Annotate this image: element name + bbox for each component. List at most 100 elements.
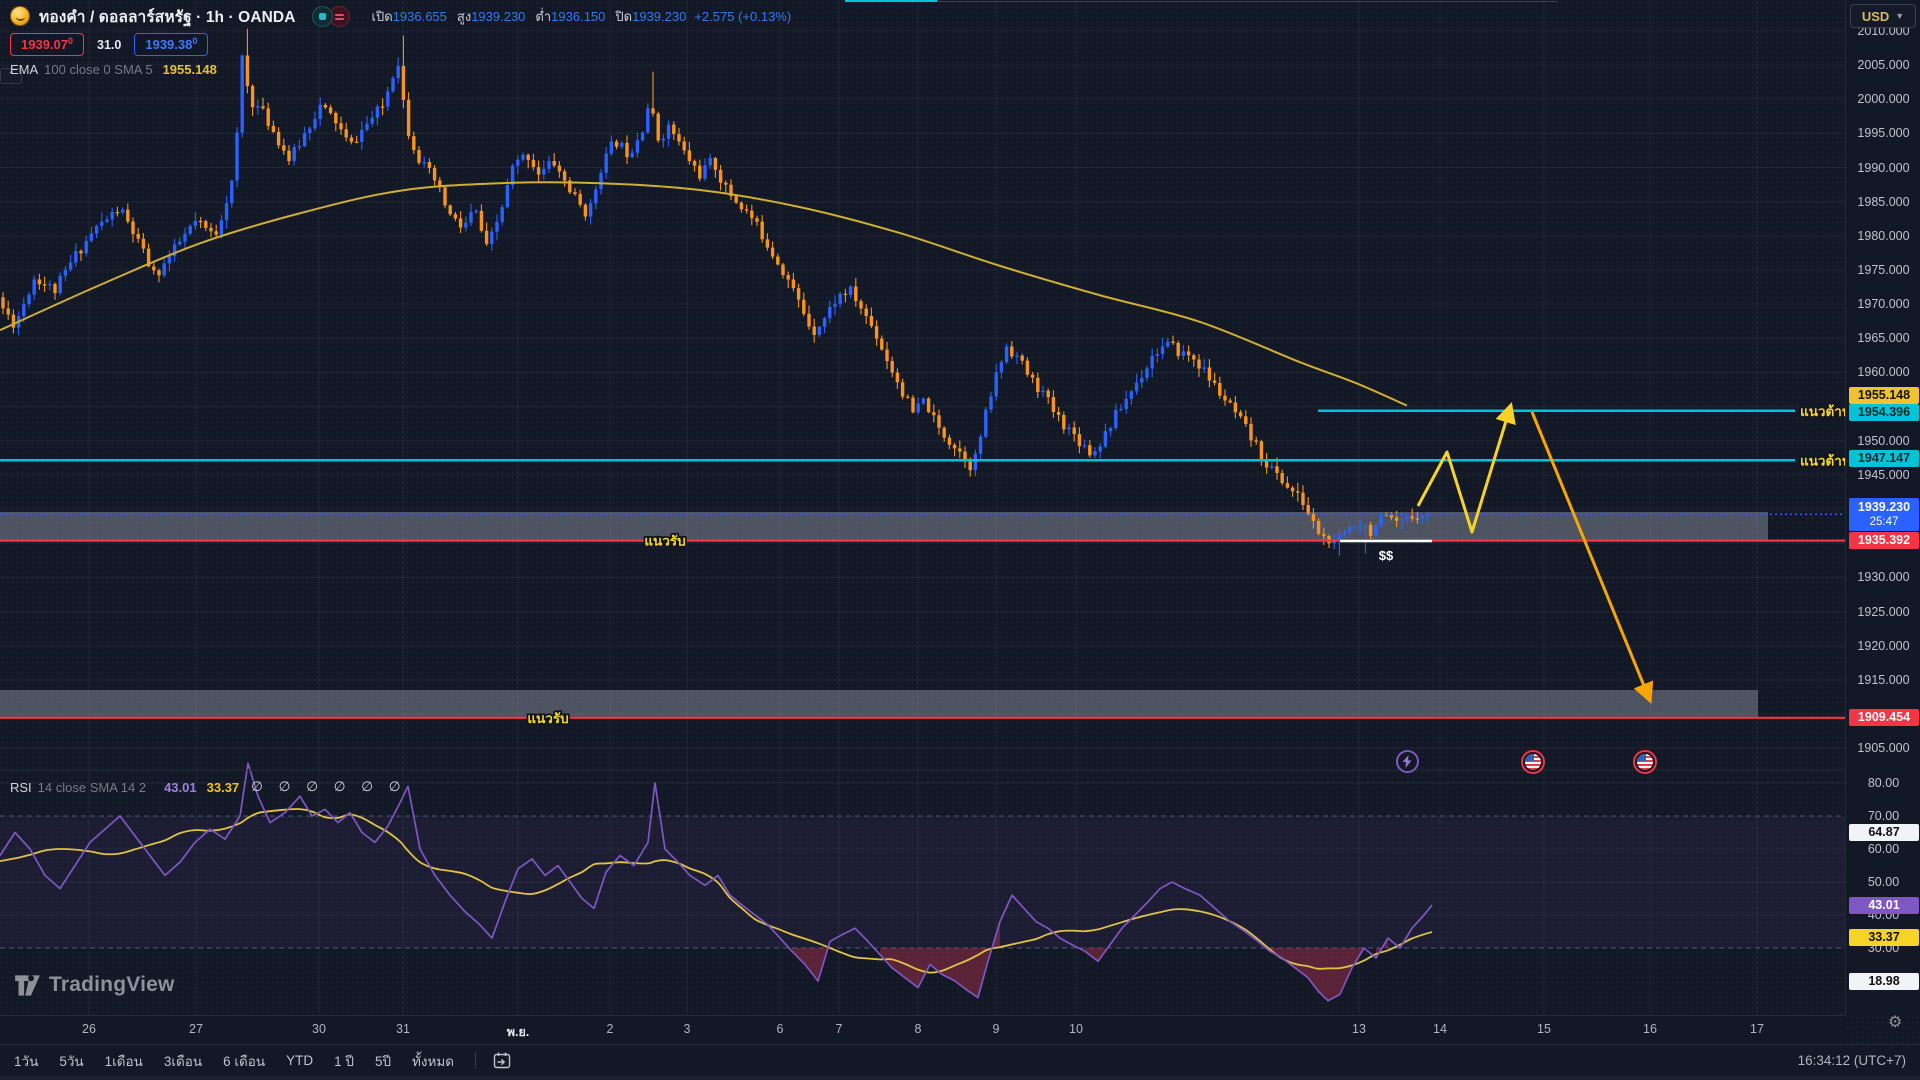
ohlc-close-value: 1939.230 [632,8,687,24]
axis-price-label: 1990.000 [1857,161,1910,175]
axis-price-label: 80.00 [1867,776,1900,790]
rsi-value: 43.01 [164,779,197,795]
axis-price-label: 1935.392 [1849,532,1919,549]
gold-coin-icon [10,6,30,26]
go-to-date-icon[interactable] [492,1051,512,1071]
axis-price-label: 1975.000 [1857,263,1910,277]
axis-price-label: 50.00 [1867,875,1900,889]
time-axis-label: 15 [1537,1022,1551,1036]
time-axis-label: 13 [1352,1022,1366,1036]
axis-price-label: 60.00 [1867,842,1900,856]
axis-price-label: 1930.000 [1857,570,1910,584]
axis-price-label: 1950.000 [1857,434,1910,448]
range-button-4[interactable]: 3เดือน [163,1053,203,1069]
time-axis-label: พ.ย. [506,1025,530,1039]
rsi-empty-values: ∅ ∅ ∅ ∅ ∅ ∅ [251,779,407,794]
range-button-1[interactable]: 1วัน [14,1053,39,1069]
rsi-indicator-row[interactable]: RSI 14 close SMA 14 2 43.01 33.37 ∅ ∅ ∅ … [10,779,406,795]
ohlc-low-label: ต่ำ [535,8,552,24]
time-axis[interactable]: 26 27 30 31 พ.ย. 2 3 6 7 8 9 10 13 14 15 16 17 [0,1015,1845,1044]
lightning-event-icon[interactable] [1396,750,1419,773]
buy-button[interactable]: 1939.38 0 [134,33,209,56]
range-button-6[interactable]: YTD [286,1053,314,1068]
time-axis-label: 16 [1643,1022,1657,1036]
currency-label: USD [1861,8,1890,24]
axis-price-label: 18.98 [1849,973,1919,990]
time-axis-label: 10 [1069,1022,1083,1036]
watermark-text: TradingView [49,973,175,996]
axis-price-label: 1909.454 [1849,709,1919,726]
axis-price-label: 70.00 [1867,809,1900,823]
time-axis-label: 9 [992,1022,1000,1036]
range-button-2[interactable]: 5วัน [59,1053,84,1069]
time-axis-label: 26 [82,1022,96,1036]
time-axis-label: 7 [835,1022,843,1036]
price-axis[interactable]: 2010.000 2005.000 2000.000 1995.000 1990.000… [1845,0,1920,1031]
range-button-8[interactable]: 5ปี [374,1053,392,1069]
svg-text:แนวรับ: แนวรับ [527,711,568,726]
buy-price-sup: 0 [192,36,198,46]
currency-selector[interactable]: USD ▼ [1850,4,1916,28]
range-button-7[interactable]: 1 ปี [334,1053,354,1069]
ohlc-low-value: 1936.150 [551,8,606,24]
axis-price-label: 1960.000 [1857,365,1910,379]
axis-price-label: 1995.000 [1857,126,1910,140]
axis-price-label: 1980.000 [1857,229,1910,243]
clock-timezone[interactable]: 16:34:12 (UTC+7) [1797,1053,1906,1068]
ohlc-open-label: เปิด [371,8,393,24]
us-flag [1637,754,1653,770]
axis-price-label: 33.37 [1849,929,1919,946]
time-axis-label: 8 [914,1022,922,1036]
svg-text:$$: $$ [1379,548,1394,563]
range-button-9[interactable]: ทั้งหมด [412,1053,455,1069]
time-axis-label: 14 [1433,1022,1447,1036]
axis-price-label: 1970.000 [1857,297,1910,311]
sell-price: 1939.07 [21,37,68,52]
sell-button[interactable]: 1939.07 0 [10,33,85,56]
us-flag [1525,754,1541,770]
top-progress-strip-rest [937,1,1557,2]
time-axis-label: 27 [189,1022,203,1036]
axis-price-label: 1985.000 [1857,195,1910,209]
axis-price-label: 2000.000 [1857,92,1910,106]
svg-text:แนวต้าน: แนวต้าน [1800,404,1845,419]
axis-price-label: 43.01 [1849,897,1919,914]
time-axis-label: 2 [606,1022,614,1036]
bottom-edge-strip [0,1076,1920,1080]
us-flag-event-icon[interactable] [1521,750,1545,774]
time-axis-label: 31 [396,1022,410,1036]
axis-price-label: 1920.000 [1857,639,1910,653]
axis-price-label: 1925.000 [1857,605,1910,619]
ema-params: 100 close 0 SMA 5 [44,62,153,77]
top-progress-strip [845,0,937,2]
sell-price-sup: 0 [68,36,74,46]
ema-name: EMA [10,62,39,77]
us-flag-event-icon[interactable] [1633,750,1657,774]
axis-settings-gear-icon[interactable]: ⚙ [1888,1014,1903,1031]
ema-value: 1955.148 [162,62,217,77]
ohlc-open-value: 1936.655 [392,8,447,24]
beacon-toggle-icon[interactable] [311,5,333,27]
axis-price-label: 1954.396 [1849,404,1919,421]
axis-price-label: 1945.000 [1857,468,1910,482]
svg-text:แนวต้าน: แนวต้าน [1800,453,1845,468]
time-axis-label: 17 [1750,1022,1764,1036]
countdown-timer: 25:47 [1869,516,1899,528]
buy-price: 1939.38 [145,37,193,52]
symbol-title[interactable]: ทองคำ / ดอลลาร์สหรัฐ · 1h · OANDA [39,8,296,26]
ohlc-row: เปิด 1936.655 สูง 1939.230 ต่ำ 1936.150 ปิด… [372,6,792,27]
tradingview-watermark: TradingView [14,973,175,997]
time-axis-label: 30 [312,1022,326,1036]
legend-toggles [311,5,350,27]
ohlc-close-label: ปิด [615,8,633,24]
range-button-5[interactable]: 6 เดือน [223,1053,266,1069]
ema-indicator-row[interactable]: EMA 100 close 0 SMA 5 1955.148 [10,62,791,77]
time-axis-label: 6 [776,1022,784,1036]
range-button-3[interactable]: 1เดือน [104,1053,143,1069]
rsi-sma-value: 33.37 [206,779,240,795]
chevron-down-icon: ▼ [1895,11,1905,21]
axis-price-label: 64.87 [1849,824,1919,841]
collapse-indicators-button[interactable]: ⌃ [0,68,22,84]
